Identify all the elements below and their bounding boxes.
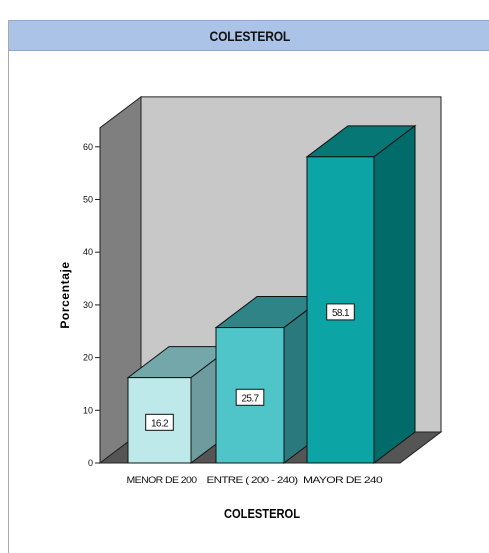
panel-title-bar: COLESTEROL xyxy=(9,20,489,51)
data-label-box xyxy=(326,303,355,321)
chart-panel: COLESTEROL xyxy=(8,20,489,553)
data-label-box xyxy=(235,388,265,406)
y-tick-label: 10 xyxy=(83,405,93,415)
x-tick-label: MAYOR DE 240 xyxy=(303,475,383,485)
bar-3: 58.1 xyxy=(305,124,417,465)
x-axis-label: COLESTEROL xyxy=(224,506,300,521)
bar-side-face xyxy=(373,124,416,465)
data-label: 16.2 xyxy=(151,418,169,429)
bars: 16.2 25.7 58.1 xyxy=(126,124,417,465)
y-tick-label: 30 xyxy=(83,300,93,310)
x-tick-label: ENTRE ( 200 - 240) xyxy=(207,475,299,485)
data-label: 25.7 xyxy=(241,393,259,404)
panel-title: COLESTEROL xyxy=(209,27,290,44)
y-axis-label: Porcentaje xyxy=(58,261,72,328)
y-tick-label: 60 xyxy=(83,142,93,152)
data-label-box xyxy=(145,413,174,431)
y-tick-label: 40 xyxy=(83,247,93,257)
y-tick-label: 20 xyxy=(83,353,93,363)
y-tick-label: 0 xyxy=(88,458,93,468)
x-tick-labels: MENOR DE 200 ENTRE ( 200 - 240) MAYOR DE 2… xyxy=(127,475,384,485)
y-axis: 0 10 20 30 40 50 60 xyxy=(83,142,100,468)
data-label: 58.1 xyxy=(332,308,350,319)
y-tick-label: 50 xyxy=(83,195,93,205)
x-tick-label: MENOR DE 200 xyxy=(127,475,198,485)
